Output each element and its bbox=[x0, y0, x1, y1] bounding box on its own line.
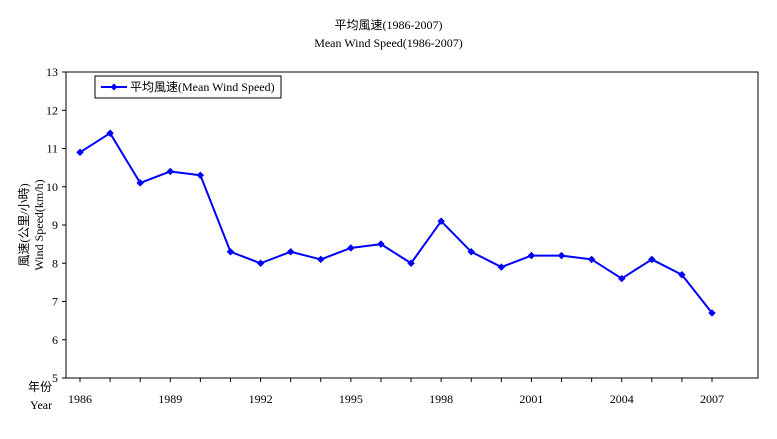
data-point bbox=[196, 171, 205, 180]
x-tick-label: 1989 bbox=[158, 392, 182, 406]
y-tick-label: 12 bbox=[46, 103, 58, 117]
data-point bbox=[617, 274, 626, 283]
x-tick-label: 1995 bbox=[339, 392, 363, 406]
x-tick-label: 1998 bbox=[429, 392, 453, 406]
y-tick-label: 11 bbox=[46, 142, 58, 156]
x-tick-label: 1986 bbox=[68, 392, 92, 406]
y-tick-label: 7 bbox=[52, 295, 58, 309]
data-point bbox=[557, 251, 566, 260]
data-point bbox=[647, 255, 656, 264]
data-point bbox=[587, 255, 596, 264]
y-tick-label: 8 bbox=[52, 256, 58, 270]
data-point bbox=[437, 217, 445, 226]
x-axis-label-en: Year bbox=[30, 398, 53, 412]
x-tick-label: 2004 bbox=[610, 392, 634, 406]
data-point bbox=[106, 129, 114, 138]
data-point bbox=[497, 263, 506, 271]
x-tick-label: 2007 bbox=[700, 392, 724, 406]
chart-subtitle: Mean Wind Speed(1986-2007) bbox=[314, 36, 463, 50]
data-point bbox=[467, 247, 476, 256]
data-point bbox=[527, 251, 536, 260]
data-point bbox=[286, 247, 295, 256]
legend-label: 平均風速(Mean Wind Speed) bbox=[130, 80, 275, 94]
data-point bbox=[678, 270, 686, 279]
y-tick-label: 6 bbox=[52, 333, 58, 347]
data-point bbox=[316, 255, 325, 264]
chart-title: 平均風速(1986-2007) bbox=[334, 18, 443, 32]
data-point bbox=[166, 167, 175, 176]
x-tick-label: 1992 bbox=[249, 392, 273, 406]
x-tick-label: 2001 bbox=[519, 392, 543, 406]
legend-box bbox=[94, 75, 282, 99]
plot-area-frame bbox=[65, 71, 759, 379]
y-tick-label: 13 bbox=[46, 65, 58, 79]
data-point bbox=[226, 247, 235, 256]
data-point bbox=[256, 259, 265, 268]
data-point bbox=[76, 148, 84, 157]
data-point bbox=[347, 244, 355, 252]
data-point bbox=[708, 309, 716, 317]
y-tick-label: 10 bbox=[46, 180, 58, 194]
data-point bbox=[136, 179, 145, 187]
y-tick-label: 9 bbox=[52, 218, 58, 232]
x-axis-label-cn: 年份 bbox=[28, 380, 53, 394]
series-line bbox=[79, 132, 713, 314]
data-point bbox=[377, 240, 385, 248]
data-point bbox=[407, 259, 415, 268]
legend-marker bbox=[110, 83, 118, 91]
y-tick-label: 5 bbox=[52, 371, 58, 385]
